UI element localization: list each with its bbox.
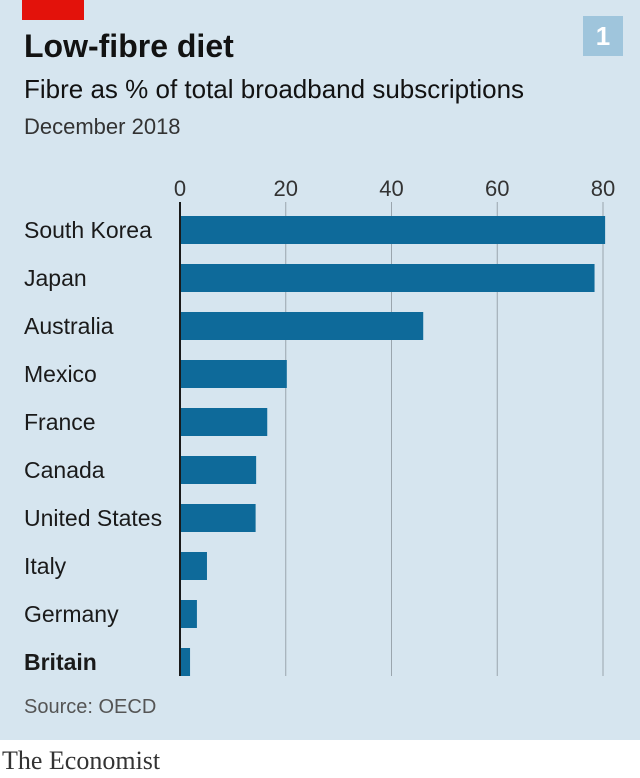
chart-title: Low-fibre diet [24,28,234,64]
category-label: Canada [24,457,105,483]
bar [180,360,287,388]
category-label: Japan [24,265,87,291]
bar [180,552,207,580]
category-label: Italy [24,553,67,579]
category-label: Germany [24,601,119,627]
x-tick-label: 60 [485,176,509,201]
category-label: France [24,409,96,435]
bar [180,504,256,532]
x-tick-label: 20 [274,176,298,201]
bar-chart: 0 20 40 60 80 South Korea Japan Australia Mexico… [24,176,615,676]
red-corner-tag [22,0,84,20]
bar [180,600,197,628]
bar [180,312,424,340]
category-label: South Korea [24,217,152,243]
category-label: Britain [24,649,97,675]
chart-date: December 2018 [24,114,181,139]
category-label: Australia [24,313,114,339]
x-tick-label: 80 [591,176,615,201]
bar [180,648,191,676]
chart-subtitle: Fibre as % of total broadband subscripti… [24,74,525,104]
economist-logo: The Economist [2,746,161,775]
x-tick-label: 0 [174,176,186,201]
source-note: Source: OECD [24,696,157,718]
bar [180,264,595,292]
chart-panel [0,0,640,740]
x-tick-label: 40 [379,176,403,201]
chart-number-badge: 1 [583,16,623,56]
category-label: Mexico [24,361,97,387]
bar [180,456,257,484]
bar [180,216,606,244]
category-label: United States [24,505,162,531]
bar [180,408,268,436]
